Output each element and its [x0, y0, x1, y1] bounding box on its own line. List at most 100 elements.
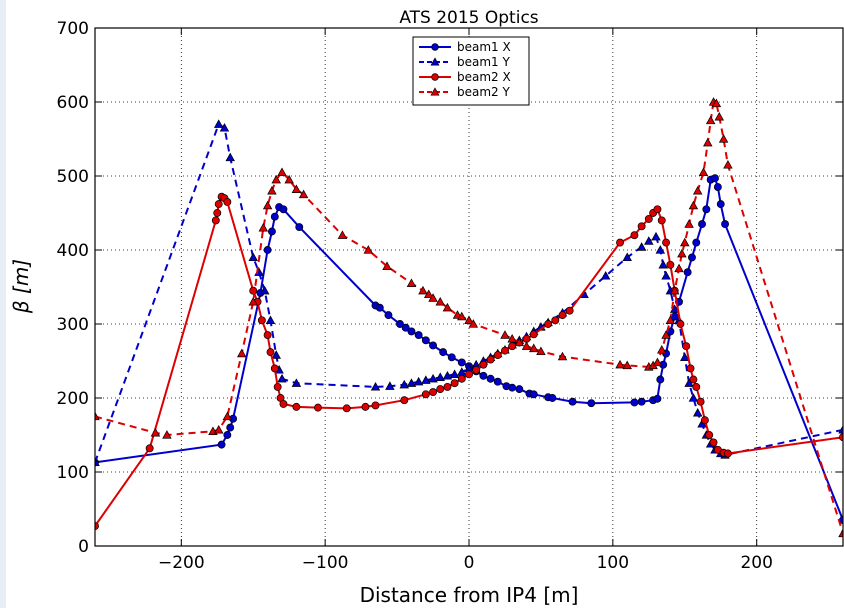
beam1-y-point: [658, 259, 668, 269]
beam2-y-point: [674, 263, 684, 273]
beam1-y-point: [254, 267, 264, 276]
beam2-x-point: [479, 360, 488, 369]
x-tick-label: −200: [158, 553, 205, 573]
beam1-y-point: [421, 375, 431, 384]
beam1-x-point: [457, 358, 466, 367]
x-axis-label: Distance from IP4 [m]: [360, 583, 579, 607]
beam2-y-point: [615, 359, 625, 369]
beam1-x-point: [637, 397, 646, 406]
beam2-y-point: [213, 424, 224, 434]
beam1-x-point: [698, 220, 706, 229]
beam2-x-point: [565, 306, 574, 315]
beam2-x-point: [501, 346, 509, 355]
beam2-y-point: [536, 346, 546, 356]
beam2-y-point: [669, 285, 680, 295]
beam2-y-point: [150, 427, 161, 437]
beam1-x-point: [421, 336, 430, 345]
beam1-x-point: [688, 253, 696, 262]
beam2-y-point: [248, 296, 258, 306]
beam1-y-point: [271, 350, 281, 359]
beam1-y-point: [291, 378, 302, 387]
beam2-y-point: [363, 245, 374, 254]
series-beam1-y: [95, 119, 843, 467]
beam2-y-point: [657, 345, 667, 354]
legend-label-beam1-y: beam1 Y: [457, 55, 510, 69]
y-tick-label: 100: [57, 463, 89, 483]
beam1-x-point: [713, 183, 722, 192]
beam2-x-point: [486, 355, 495, 364]
chart-title: ATS 2015 Optics: [399, 8, 538, 28]
beam1-x-point: [263, 246, 272, 254]
beam2-x-point: [443, 382, 452, 391]
beam1-x-point: [630, 398, 639, 407]
beam2-y-point: [468, 319, 479, 328]
beam1-x-point: [279, 205, 288, 214]
beam2-y-point: [464, 315, 474, 324]
beam2-x-point: [657, 216, 666, 225]
beam2-y-point: [723, 160, 733, 169]
beam2-x-point: [472, 365, 481, 374]
beam2-x-point: [493, 351, 502, 360]
legend-beam1-x-point: [431, 43, 439, 51]
beam2-y-point: [277, 167, 287, 176]
beam1-y-point: [838, 424, 843, 434]
beam2-y-point: [652, 357, 663, 367]
beam2-x-point: [371, 401, 380, 410]
beam2-x-point: [361, 402, 370, 411]
legend-label-beam2-y: beam2 Y: [457, 85, 510, 99]
beam2-x-point: [700, 416, 709, 425]
beam1-y-point: [692, 407, 703, 417]
beam2-x-point: [223, 197, 232, 206]
x-tick-label: −100: [302, 553, 349, 573]
beam2-y-point: [406, 278, 417, 287]
beam2-x-point: [270, 364, 279, 373]
legend-beam1-y-point: [430, 57, 440, 66]
beam2-x-point: [257, 316, 266, 325]
beam1-x-point: [486, 374, 495, 383]
beam2-y-point: [838, 528, 843, 538]
beam2-x-point: [637, 222, 646, 231]
beam1-x-point: [375, 303, 384, 312]
beam2-x-point: [436, 385, 445, 394]
beam1-y-point: [435, 372, 445, 381]
beam2-x-point: [314, 403, 322, 412]
beam2-y-point: [661, 330, 671, 339]
beam1-x-point: [396, 320, 404, 328]
beam1-x-point: [702, 205, 711, 214]
beam1-y-point: [265, 315, 276, 324]
beam1-x-point: [384, 311, 393, 320]
series-beam1-x: [95, 174, 843, 525]
beam2-x-point: [266, 348, 275, 357]
beam1-y-point: [219, 123, 230, 132]
beam2-y-point: [435, 296, 445, 306]
beam2-y-point: [684, 219, 694, 228]
y-tick-label: 600: [57, 93, 89, 113]
beam1-y-point: [95, 457, 100, 467]
beam2-x-point: [692, 382, 701, 391]
beam2-y-point: [418, 285, 428, 295]
beam2-y-point: [95, 411, 100, 421]
beam2-x-point: [644, 214, 653, 223]
beam2-y-point: [703, 137, 713, 147]
beam1-x-point: [267, 227, 276, 236]
beam2-y-point: [337, 230, 348, 239]
beam2-y-point: [442, 302, 453, 312]
beam2-y-point: [677, 248, 687, 258]
beam2-x-point: [723, 449, 732, 458]
beam1-x-point: [515, 385, 524, 394]
beam1-y-point: [636, 242, 647, 251]
beam1-y-point: [370, 382, 381, 391]
beam2-x-point: [508, 342, 517, 351]
beam2-x-point: [662, 238, 671, 247]
beam1-y-point: [655, 245, 666, 254]
legend-label-beam1-x: beam1 X: [457, 40, 511, 54]
beam1-y-point: [277, 373, 287, 383]
beam1-x-point: [568, 397, 577, 406]
beam2-x-point: [630, 231, 639, 240]
legend-beam2-x-point: [431, 73, 439, 81]
beam2-y-point: [428, 293, 438, 302]
beam2-x-point: [421, 390, 430, 399]
y-tick-label: 700: [57, 19, 89, 39]
